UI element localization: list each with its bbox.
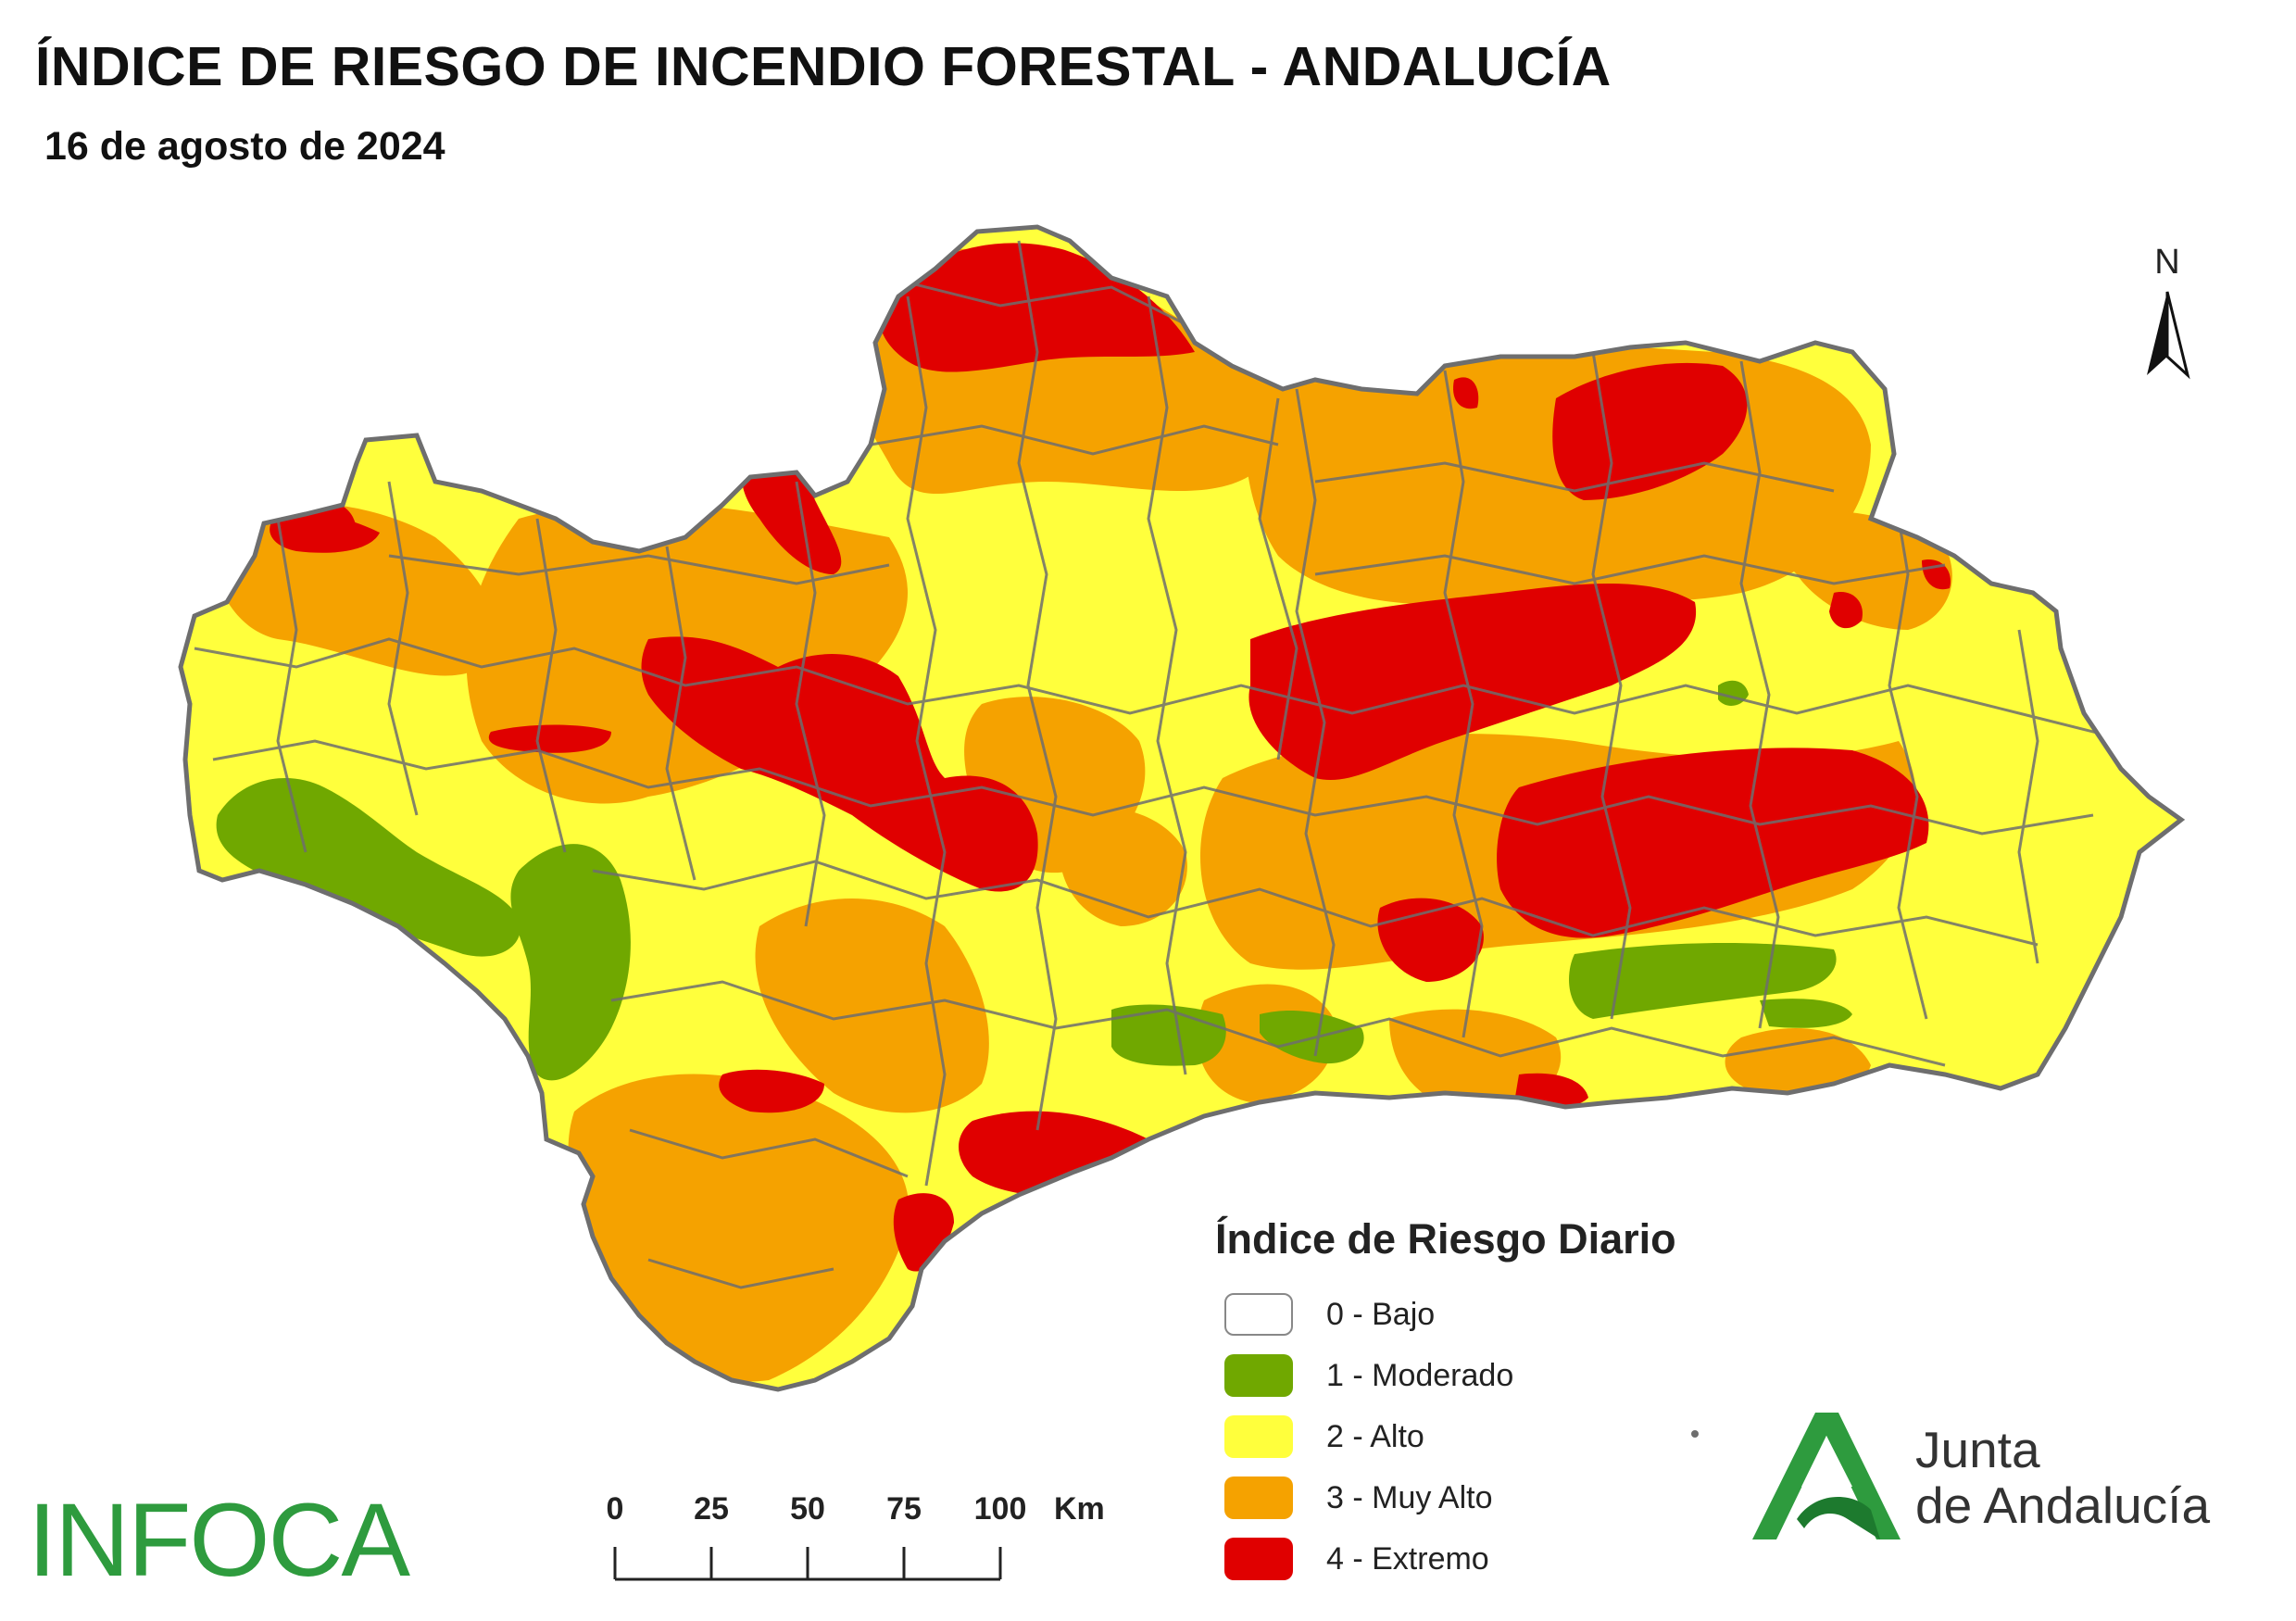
junta-andalucia-logo-icon	[1752, 1413, 1901, 1543]
legend-swatch-moderado	[1224, 1354, 1293, 1397]
legend-label-moderado: 1 - Moderado	[1326, 1357, 1514, 1393]
scale-tick-50: 50	[790, 1491, 825, 1527]
legend-label-muy-alto: 3 - Muy Alto	[1326, 1479, 1493, 1515]
legend-item-moderado: 1 - Moderado	[1215, 1345, 1789, 1406]
north-arrow: N	[2130, 243, 2204, 391]
legend-title: Índice de Riesgo Diario	[1215, 1215, 1676, 1263]
municipal-boundaries	[194, 240, 2131, 1289]
legend-item-extremo: 4 - Extremo	[1215, 1528, 1789, 1590]
risk-zones-extremo	[270, 243, 1951, 1272]
map-title: ÍNDICE DE RIESGO DE INCENDIO FORESTAL - …	[35, 36, 1612, 97]
risk-zones-muy-alto	[211, 248, 1952, 1382]
map-date: 16 de agosto de 2024	[44, 124, 445, 169]
junta-logo-line1: Junta	[1915, 1421, 2040, 1478]
scale-bar-lines	[613, 1547, 1002, 1581]
scale-tick-25: 25	[694, 1491, 729, 1527]
legend-label-extremo: 4 - Extremo	[1326, 1540, 1489, 1577]
north-arrow-label: N	[2154, 243, 2180, 282]
legend-item-muy-alto: 3 - Muy Alto	[1215, 1467, 1789, 1528]
scale-tick-75: 75	[886, 1491, 922, 1527]
junta-andalucia-logo-text: Junta de Andalucía	[1915, 1422, 2210, 1533]
junta-logo-line2: de Andalucía	[1915, 1476, 2211, 1534]
legend-item-alto: 2 - Alto	[1215, 1406, 1789, 1467]
north-arrow-icon	[2147, 291, 2190, 380]
legend-swatch-alto	[1224, 1415, 1293, 1458]
legend-swatch-muy-alto	[1224, 1476, 1293, 1519]
island-dot	[1691, 1430, 1699, 1438]
legend-swatch-bajo	[1224, 1293, 1293, 1336]
scale-tick-100: 100	[973, 1491, 1027, 1527]
legend-item-bajo: 0 - Bajo	[1215, 1284, 1789, 1345]
scale-bar: 0 25 50 75 100 Km	[593, 1491, 1148, 1593]
scale-unit: Km	[1054, 1491, 1105, 1527]
legend: Índice de Riesgo Diario 0 - Bajo 1 - Mod…	[1215, 1215, 1789, 1590]
legend-swatch-extremo	[1224, 1538, 1293, 1580]
legend-label-bajo: 0 - Bajo	[1326, 1296, 1436, 1332]
scale-tick-0: 0	[606, 1491, 624, 1527]
infoca-logo: INFOCA	[28, 1482, 410, 1598]
legend-label-alto: 2 - Alto	[1326, 1418, 1424, 1454]
